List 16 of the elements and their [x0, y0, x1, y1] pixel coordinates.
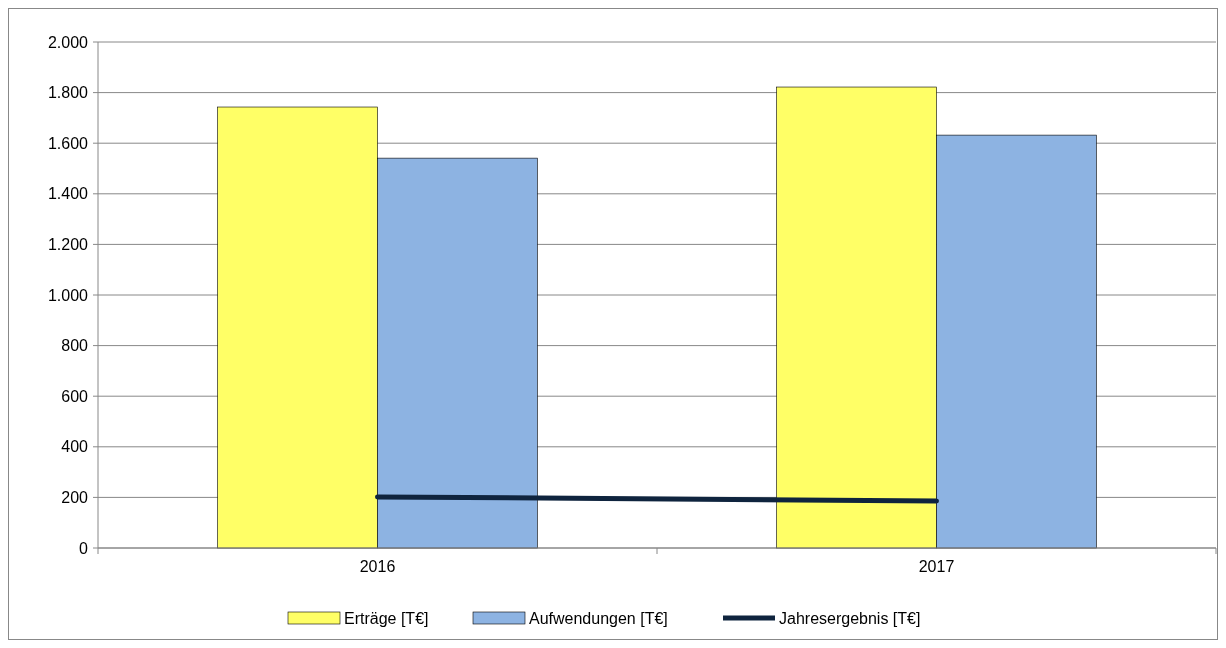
y-tick-label: 1.800 [47, 84, 89, 102]
y-tick-label: 800 [61, 337, 89, 355]
legend-label: Erträge [T€] [344, 609, 429, 627]
y-tick-label: 1.600 [47, 134, 89, 152]
y-tick-label: 0 [79, 539, 89, 557]
y-tick-label: 1.200 [47, 236, 89, 253]
legend-label: Aufwendungen [T€] [529, 609, 668, 627]
x-tick-label: 2016 [359, 558, 396, 575]
y-tick-label: 400 [61, 438, 89, 456]
legend-label: Jahresergebnis [T€] [779, 609, 921, 627]
y-tick-label: 1.000 [47, 286, 89, 304]
y-tick-label: 2.000 [47, 33, 89, 51]
x-tick-label: 2017 [918, 558, 955, 575]
y-tick-label: 1.400 [47, 185, 89, 203]
y-tick-label: 600 [61, 387, 89, 405]
y-tick-label: 200 [61, 489, 89, 506]
